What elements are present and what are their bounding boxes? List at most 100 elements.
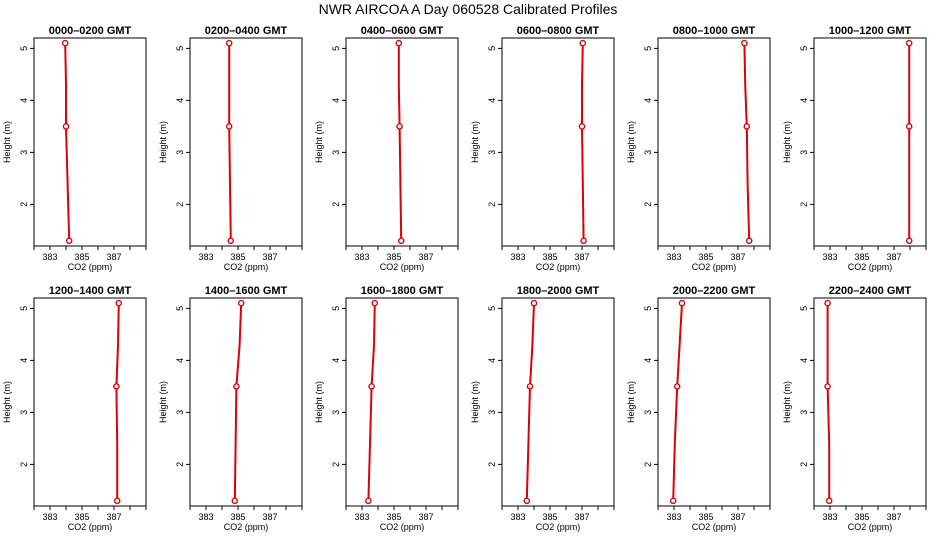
y-tick-label: 3 — [175, 410, 185, 415]
y-tick-label: 2 — [799, 462, 809, 467]
y-tick-label: 2 — [487, 202, 497, 207]
y-tick-label: 5 — [19, 46, 29, 51]
profile-panel: 1400–1600 GMT 383 385 387 2 3 4 5 CO2 (ppm) Heigh… — [158, 285, 303, 532]
panel-title: 2000–2200 GMT — [673, 285, 756, 297]
y-tick-label: 4 — [487, 358, 497, 363]
plot-frame — [189, 37, 303, 247]
y-tick-label: 5 — [643, 46, 653, 51]
y-tick-label: 5 — [331, 46, 341, 51]
profile-panel: 2000–2200 GMT 383 385 387 2 3 4 5 CO2 (ppm) Heigh… — [626, 285, 771, 532]
y-tick-label: 5 — [175, 306, 185, 311]
x-tick-label: 385 — [698, 252, 713, 262]
x-tick-label: 387 — [262, 512, 277, 522]
panel-title: 1400–1600 GMT — [205, 285, 288, 297]
x-axis-label: CO2 (ppm) — [536, 522, 581, 532]
profile-panel: 2200–2400 GMT 383 385 387 2 3 4 5 CO2 (ppm) Heigh… — [782, 285, 927, 532]
x-tick-label: 387 — [418, 512, 433, 522]
profile-point — [523, 497, 531, 505]
plot-frame — [33, 37, 147, 247]
plot-frame — [657, 37, 771, 247]
x-tick-label: 387 — [730, 252, 745, 262]
x-tick-label: 383 — [666, 252, 681, 262]
profile-point — [579, 39, 587, 47]
y-axis-label: Height (m) — [626, 381, 636, 423]
y-tick-label: 5 — [643, 306, 653, 311]
y-tick-label: 3 — [643, 410, 653, 415]
profile-point — [905, 39, 913, 47]
profile-point — [233, 383, 240, 390]
y-tick-label: 4 — [331, 358, 341, 363]
x-axis-label: CO2 (ppm) — [380, 522, 425, 532]
profile-point — [905, 237, 913, 245]
profile-point — [741, 39, 748, 47]
x-tick-label: 383 — [42, 512, 57, 522]
profile-point — [227, 237, 235, 245]
profile-line — [233, 303, 243, 501]
panel-title: 0800–1000 GMT — [673, 25, 756, 37]
x-axis-label: CO2 (ppm) — [68, 522, 113, 532]
x-tick-label: 387 — [574, 252, 589, 262]
y-axis-label: Height (m) — [2, 121, 12, 163]
x-tick-label: 383 — [198, 252, 213, 262]
x-axis-label: CO2 (ppm) — [536, 262, 581, 272]
profile-point — [824, 383, 831, 390]
profile-line — [581, 43, 585, 241]
plot-frame — [657, 297, 771, 507]
y-tick-label: 4 — [19, 358, 29, 363]
y-tick-label: 3 — [799, 410, 809, 415]
y-tick-label: 3 — [331, 150, 341, 155]
y-tick-label: 3 — [487, 150, 497, 155]
profile-point — [530, 299, 538, 307]
profile-panel: 1800–2000 GMT 383 385 387 2 3 4 5 CO2 (ppm) Heigh… — [470, 285, 615, 532]
y-axis-label: Height (m) — [470, 381, 480, 423]
y-axis-label: Height (m) — [782, 381, 792, 423]
y-axis-label: Height (m) — [158, 381, 168, 423]
profile-line — [525, 303, 535, 501]
y-tick-label: 2 — [487, 462, 497, 467]
y-tick-label: 2 — [643, 462, 653, 467]
y-tick-label: 3 — [19, 150, 29, 155]
x-tick-label: 383 — [822, 512, 837, 522]
y-axis-label: Height (m) — [470, 121, 480, 163]
y-tick-label: 3 — [331, 410, 341, 415]
profile-point — [368, 383, 375, 390]
plot-frame — [345, 37, 459, 247]
profile-point — [743, 123, 751, 130]
x-tick-label: 383 — [354, 512, 369, 522]
profile-line — [672, 303, 683, 501]
profile-line — [228, 43, 232, 241]
y-tick-label: 5 — [175, 46, 185, 51]
profile-panel: 1000–1200 GMT 383 385 387 2 3 4 5 CO2 (ppm) Heigh… — [782, 25, 927, 272]
profile-line — [826, 303, 831, 501]
profile-point — [225, 39, 233, 47]
y-tick-label: 3 — [175, 150, 185, 155]
y-tick-label: 2 — [331, 202, 341, 207]
x-axis-label: CO2 (ppm) — [68, 262, 113, 272]
profile-panel: 1200–1400 GMT 383 385 387 2 3 4 5 CO2 (ppm) Heigh… — [2, 285, 147, 532]
profile-line — [743, 43, 751, 241]
x-tick-label: 385 — [698, 512, 713, 522]
x-tick-label: 385 — [74, 252, 89, 262]
profile-point — [580, 237, 587, 245]
panel-title: 1800–2000 GMT — [517, 285, 600, 297]
x-tick-label: 387 — [106, 512, 121, 522]
y-tick-label: 3 — [643, 150, 653, 155]
profile-line — [367, 303, 376, 501]
x-tick-label: 383 — [822, 252, 837, 262]
profile-panel: 0400–0600 GMT 383 385 387 2 3 4 5 CO2 (ppm) Heigh… — [314, 25, 459, 272]
plot-frame — [813, 37, 927, 247]
x-tick-label: 385 — [854, 512, 869, 522]
x-tick-label: 385 — [230, 512, 245, 522]
y-tick-label: 5 — [487, 306, 497, 311]
profile-panel: 0800–1000 GMT 383 385 387 2 3 4 5 CO2 (ppm) Heigh… — [626, 25, 771, 272]
y-tick-label: 5 — [799, 306, 809, 311]
y-axis-label: Height (m) — [314, 121, 324, 163]
x-tick-label: 387 — [574, 512, 589, 522]
y-tick-label: 4 — [643, 98, 653, 103]
x-tick-label: 383 — [510, 512, 525, 522]
panel-title: 1000–1200 GMT — [829, 25, 912, 37]
profile-point — [678, 299, 686, 307]
y-tick-label: 3 — [19, 410, 29, 415]
panel-title: 0200–0400 GMT — [205, 25, 288, 37]
